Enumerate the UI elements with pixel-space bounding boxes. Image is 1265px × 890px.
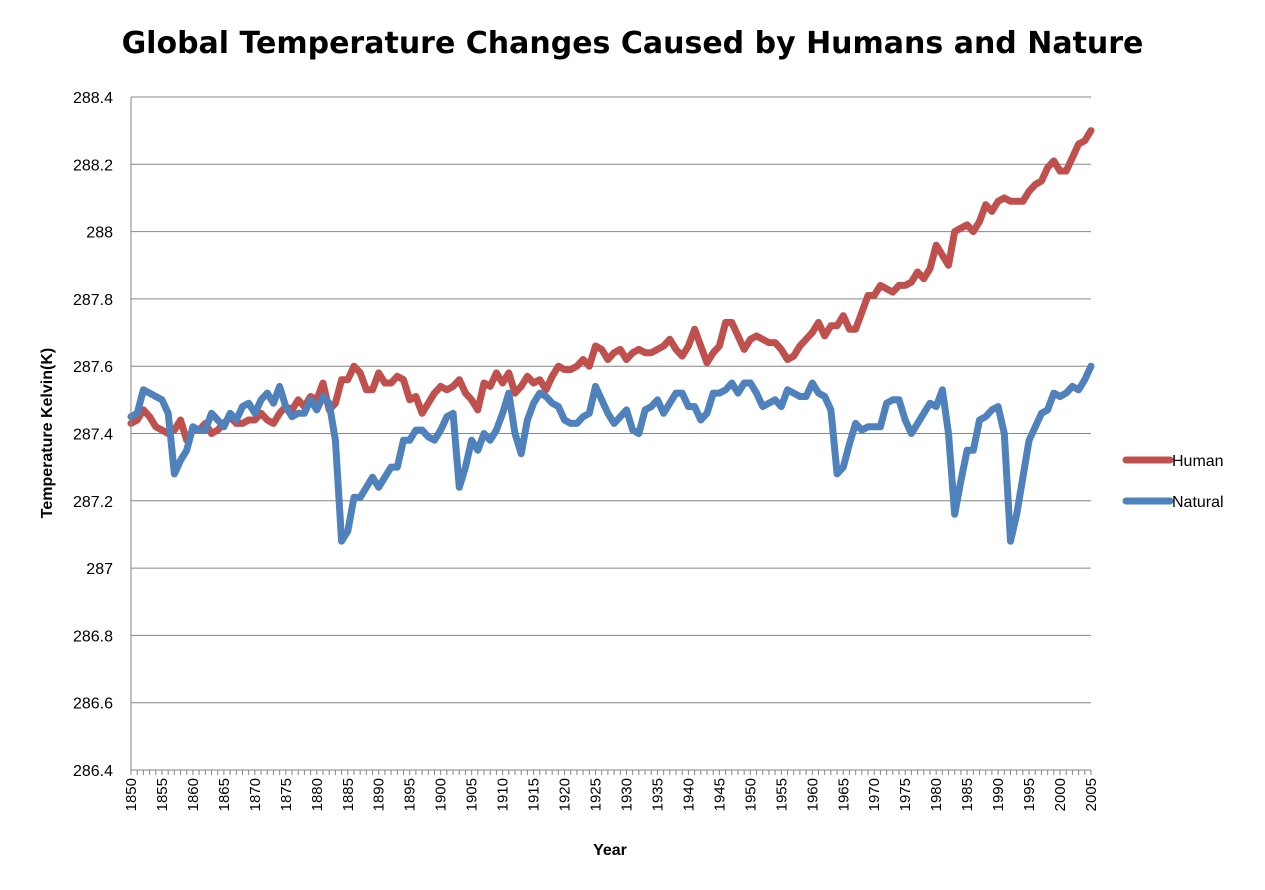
x-tick-label: 1930 bbox=[618, 778, 635, 811]
x-tick-label: 2005 bbox=[1083, 778, 1100, 811]
y-tick-label: 288.2 bbox=[73, 157, 113, 174]
x-tick-label: 1985 bbox=[959, 778, 976, 811]
x-tick-label: 1915 bbox=[526, 778, 543, 811]
x-tick-label: 1940 bbox=[680, 778, 697, 811]
axes bbox=[130, 97, 1092, 775]
x-tick-label: 1970 bbox=[866, 778, 883, 811]
y-tick-label: 287.4 bbox=[73, 427, 113, 444]
x-axis-title: Year bbox=[593, 842, 627, 859]
x-tick-label: 2000 bbox=[1052, 778, 1069, 811]
chart-title: Global Temperature Changes Caused by Hum… bbox=[121, 26, 1144, 61]
y-tick-labels: 286.4 286.6 286.8 287 287.2 287.4 287.6 287.8 28… bbox=[73, 90, 113, 780]
y-tick-label: 286.4 bbox=[73, 763, 113, 780]
x-tick-label: 1850 bbox=[123, 778, 140, 811]
x-tick-label: 1860 bbox=[185, 778, 202, 811]
x-tick-label: 1870 bbox=[247, 778, 264, 811]
legend: Human Natural bbox=[1122, 453, 1224, 511]
y-tick-label: 288 bbox=[86, 225, 113, 242]
x-tick-label: 1900 bbox=[433, 778, 450, 811]
x-tick-label: 1910 bbox=[495, 778, 512, 811]
x-tick-label: 1935 bbox=[649, 778, 666, 811]
legend-label-natural: Natural bbox=[1172, 494, 1224, 511]
x-tick-label: 1980 bbox=[928, 778, 945, 811]
x-tick-label: 1865 bbox=[216, 778, 233, 811]
x-tick-label: 1920 bbox=[557, 778, 574, 811]
y-tick-label: 286.8 bbox=[73, 628, 113, 645]
x-tick-label: 1875 bbox=[278, 778, 295, 811]
series-line-natural bbox=[127, 362, 1095, 545]
y-tick-label: 287.2 bbox=[73, 494, 113, 511]
x-tick-label: 1890 bbox=[371, 778, 388, 811]
x-tick-label: 1975 bbox=[897, 778, 914, 811]
x-tick-label: 1950 bbox=[742, 778, 759, 811]
x-tick-label: 1990 bbox=[990, 778, 1007, 811]
y-tick-label: 287 bbox=[86, 561, 113, 578]
y-tick-label: 287.8 bbox=[73, 292, 113, 309]
y-tick-label: 288.4 bbox=[73, 90, 113, 107]
x-tick-label: 1960 bbox=[804, 778, 821, 811]
grid-lines bbox=[131, 96, 1091, 771]
y-tick-label: 287.6 bbox=[73, 359, 113, 376]
series-lines bbox=[127, 127, 1095, 545]
x-tick-label: 1895 bbox=[402, 778, 419, 811]
x-tick-label: 1880 bbox=[309, 778, 326, 811]
x-tick-label: 1965 bbox=[835, 778, 852, 811]
x-tick-label: 1855 bbox=[154, 778, 171, 811]
x-tick-label: 1955 bbox=[773, 778, 790, 811]
x-tick-labels: 1850 1855 1860 1865 1870 1875 1880 1885 1890 1895… bbox=[123, 778, 1100, 811]
x-tick-label: 1925 bbox=[588, 778, 605, 811]
legend-label-human: Human bbox=[1172, 453, 1224, 470]
y-axis-title: Temperature Kelvin(K) bbox=[39, 348, 56, 518]
x-tick-label: 1885 bbox=[340, 778, 357, 811]
x-tick-label: 1945 bbox=[711, 778, 728, 811]
x-tick-label: 1905 bbox=[464, 778, 481, 811]
x-tick-label: 1995 bbox=[1021, 778, 1038, 811]
y-tick-label: 286.6 bbox=[73, 696, 113, 713]
